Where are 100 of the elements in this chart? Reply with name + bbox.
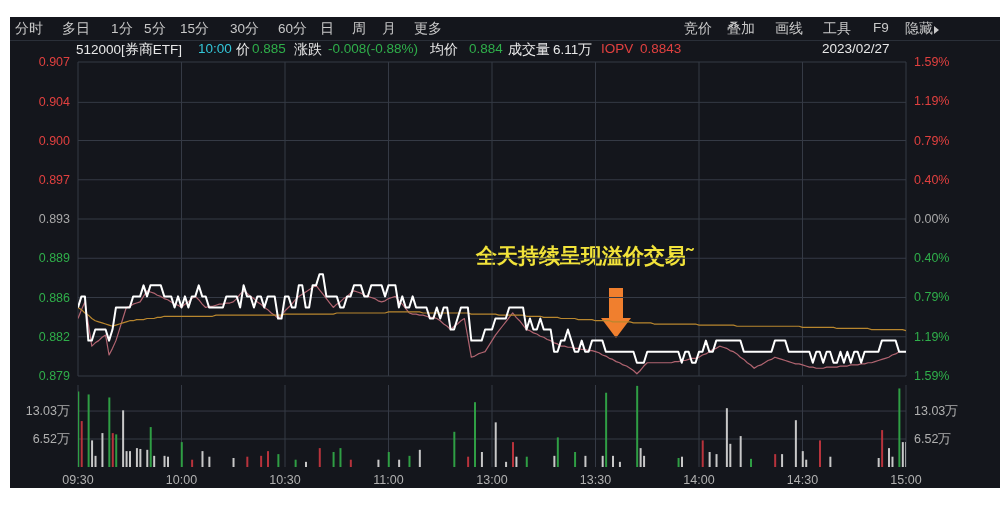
y-tick-label: 0.907 <box>38 55 71 69</box>
text: 工具 <box>823 21 851 36</box>
bar <box>80 421 83 467</box>
text: 512000[券商ETF] <box>76 42 183 57</box>
bar <box>612 455 615 467</box>
y2-tick-label: 0.40% <box>914 251 950 266</box>
text: 5分 <box>144 21 166 36</box>
bar <box>149 427 152 467</box>
bar <box>480 451 483 467</box>
bar <box>418 449 421 467</box>
text: 月 <box>382 21 396 36</box>
bar <box>135 448 138 467</box>
bar <box>881 430 884 467</box>
bar <box>101 433 104 467</box>
bar <box>877 457 880 467</box>
text: -0.008(-0.88%) <box>328 41 419 56</box>
bar <box>794 420 797 467</box>
text: 10:00 <box>198 41 232 56</box>
x-tick-label: 10:00 <box>165 472 198 487</box>
text: 6.11万 <box>553 42 593 57</box>
bar <box>618 461 621 467</box>
bar <box>819 440 822 467</box>
bar <box>774 454 777 467</box>
text: 日 <box>320 21 334 36</box>
text: 画线 <box>775 21 803 36</box>
bar <box>91 440 94 467</box>
text: 成交量 <box>508 42 550 57</box>
y2-tick-label: 13.03万 <box>914 404 959 419</box>
bar <box>94 455 97 467</box>
bar <box>129 451 132 467</box>
x-tick-label: 13:30 <box>579 472 612 487</box>
bar <box>163 455 166 467</box>
bar <box>494 422 497 467</box>
text: F9 <box>873 20 889 35</box>
bar <box>339 448 342 467</box>
bar <box>750 458 753 467</box>
bar <box>901 442 904 467</box>
bar <box>829 456 832 467</box>
bar <box>605 392 608 467</box>
y2-tick-label: 0.79% <box>914 133 950 148</box>
bar <box>515 456 518 467</box>
text: 分时 <box>15 21 43 36</box>
y2-tick-label: 0.40% <box>914 172 950 187</box>
y2-tick-label: 1.59% <box>914 369 950 383</box>
y-tick-label: 0.889 <box>38 251 71 266</box>
bar <box>453 431 456 467</box>
bar <box>332 451 335 467</box>
bar <box>739 436 742 467</box>
y-tick-label: 0.886 <box>38 290 71 305</box>
bar <box>115 434 118 467</box>
bar <box>474 402 477 467</box>
x-tick-label: 14:30 <box>786 472 819 487</box>
text: 1分 <box>111 21 133 36</box>
bar <box>715 454 718 467</box>
text: 15分 <box>180 21 210 36</box>
bar <box>801 451 804 467</box>
y-tick-label: 0.904 <box>38 95 71 110</box>
text: 0.884 <box>469 41 503 56</box>
bar <box>408 455 411 467</box>
text: 价 <box>236 42 250 57</box>
y-tick-label: 0.900 <box>38 133 71 148</box>
bar <box>888 448 891 467</box>
y-tick-label: 0.879 <box>38 369 71 383</box>
bar <box>267 451 270 467</box>
bar <box>781 454 784 467</box>
x-tick-label: 10:30 <box>269 472 301 487</box>
x-tick-label: 15:00 <box>890 472 922 487</box>
text: 竞价 <box>684 21 712 36</box>
line-series <box>78 284 900 375</box>
y2-tick-label: 0.00% <box>914 212 950 226</box>
bar <box>246 456 249 467</box>
bar <box>191 459 194 467</box>
text: 0.885 <box>252 41 286 56</box>
bar <box>636 385 639 467</box>
bar <box>467 456 470 467</box>
x-tick-label: 14:00 <box>683 472 715 487</box>
text: 多日 <box>62 21 90 36</box>
y-tick-label: 0.893 <box>38 212 71 226</box>
bar <box>898 388 901 467</box>
bar <box>87 394 90 467</box>
bar <box>146 449 149 467</box>
text: 2023/02/27 <box>822 41 890 56</box>
y2-tick-label: 1.19% <box>914 94 950 109</box>
bar <box>153 455 156 467</box>
bar <box>139 448 142 467</box>
bar <box>505 461 508 467</box>
bar <box>277 454 280 467</box>
bar <box>201 451 204 467</box>
text: 60分 <box>278 21 308 36</box>
bar <box>125 451 128 467</box>
bar <box>108 397 111 467</box>
text: 30分 <box>230 21 260 36</box>
bar <box>553 455 556 467</box>
y2-tick-label: 1.19% <box>914 329 950 344</box>
bar <box>122 410 125 467</box>
y2-tick-label: 6.52万 <box>914 432 952 447</box>
y-tick-label: 0.897 <box>38 172 71 187</box>
y2-tick-label: 0.79% <box>914 290 950 305</box>
text: 均价 <box>430 42 458 57</box>
bar <box>387 451 390 467</box>
